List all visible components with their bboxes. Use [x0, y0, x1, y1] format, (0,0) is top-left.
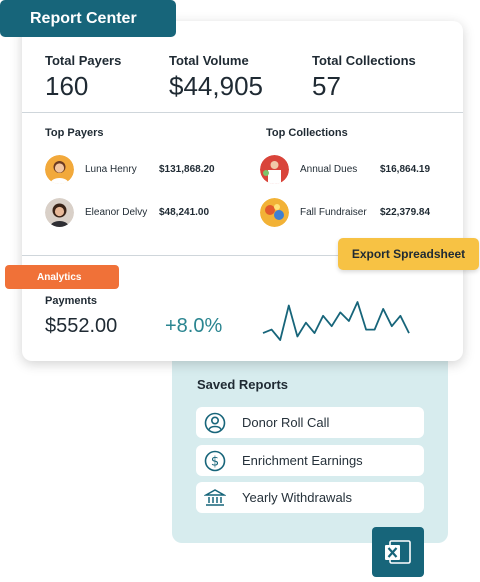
- total-payers-label: Total Payers: [45, 53, 122, 68]
- saved-reports-title: Saved Reports: [197, 377, 289, 392]
- saved-report-enrichment-earnings[interactable]: $ Enrichment Earnings: [196, 445, 424, 476]
- payments-value: $552.00: [45, 315, 118, 337]
- payer-amount: $131,868.20: [159, 163, 215, 175]
- payments-change: +8.0%: [165, 315, 223, 337]
- top-collections-label: Top Collections: [266, 127, 348, 139]
- top-payers-label: Top Payers: [45, 127, 104, 139]
- dollar-circle-icon: $: [204, 450, 226, 472]
- payer-name: Luna Henry: [85, 163, 137, 175]
- payer-row[interactable]: Eleanor Delvy $48,241.00: [45, 197, 250, 227]
- collection-amount: $16,864.19: [380, 163, 431, 175]
- payments-label: Payments: [45, 295, 97, 307]
- saved-report-yearly-withdrawals[interactable]: Yearly Withdrawals: [196, 482, 424, 513]
- analytics-tag[interactable]: Analytics: [5, 265, 119, 289]
- collection-row[interactable]: Annual Dues $16,864.19: [260, 154, 455, 184]
- saved-reports-panel: Saved Reports Donor Roll Call $ Enrichme…: [172, 335, 448, 543]
- sparkline-series: [262, 301, 410, 341]
- collection-image: [260, 154, 289, 184]
- payer-amount: $48,241.00: [159, 206, 210, 218]
- total-volume-value: $44,905: [169, 71, 263, 101]
- report-card: Total Payers 160 Total Volume $44,905 To…: [22, 21, 463, 361]
- saved-report-label: Enrichment Earnings: [242, 453, 363, 468]
- collection-name: Fall Fundraiser: [300, 206, 367, 218]
- total-payers-value: 160: [45, 71, 89, 101]
- total-collections-value: 57: [312, 71, 341, 101]
- person-avatar: [45, 197, 74, 227]
- total-volume-label: Total Volume: [169, 53, 249, 68]
- total-collections-label: Total Collections: [312, 53, 416, 68]
- user-circle-icon: [204, 412, 226, 434]
- divider: [22, 112, 463, 113]
- person-avatar: [45, 154, 74, 184]
- payer-name: Eleanor Delvy: [85, 206, 148, 218]
- saved-report-label: Yearly Withdrawals: [242, 490, 353, 505]
- divider: [22, 255, 463, 256]
- collection-image: [260, 197, 289, 227]
- export-spreadsheet-button[interactable]: Export Spreadsheet: [338, 238, 479, 270]
- report-center-header: Report Center: [0, 0, 176, 37]
- payments-sparkline: [262, 301, 410, 341]
- payer-row[interactable]: Luna Henry $131,868.20: [45, 154, 250, 184]
- saved-report-label: Donor Roll Call: [242, 415, 330, 430]
- excel-icon[interactable]: [372, 527, 424, 577]
- collection-row[interactable]: Fall Fundraiser $22,379.84: [260, 197, 455, 227]
- svg-text:$: $: [211, 454, 219, 469]
- collection-amount: $22,379.84: [380, 206, 431, 218]
- collection-name: Annual Dues: [300, 163, 358, 175]
- saved-report-donor-roll-call[interactable]: Donor Roll Call: [196, 407, 424, 438]
- bank-icon: [204, 487, 226, 509]
